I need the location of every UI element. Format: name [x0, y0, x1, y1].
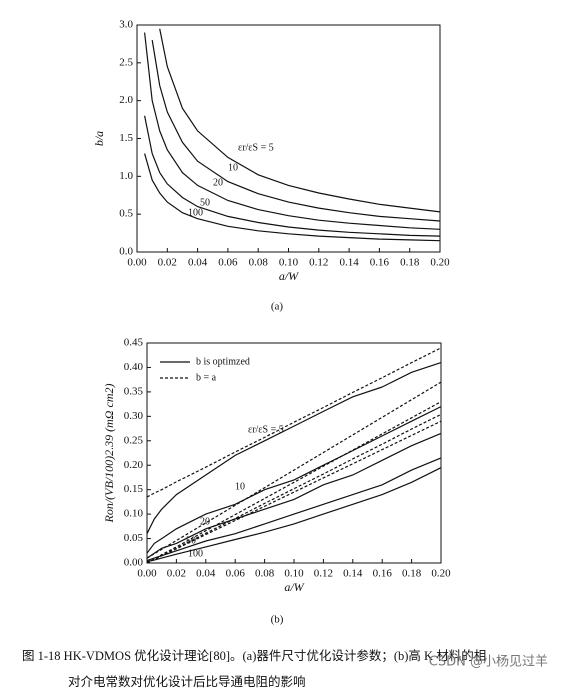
watermark: CSDN @小杨见过羊 [429, 654, 548, 670]
x-tick-label: 0.12 [314, 568, 333, 580]
x-tick-label: 0.10 [279, 257, 299, 269]
curve [146, 420, 442, 564]
y-tick-label: 0.40 [124, 361, 144, 373]
x-tick-label: 0.02 [167, 568, 186, 580]
legend-label: b = a [196, 372, 217, 383]
x-tick-label: 0.06 [218, 257, 238, 269]
y-tick-label: 0.20 [124, 459, 144, 471]
y-tick-label: 1.5 [119, 132, 133, 144]
caption-line: 对介电常数对优化设计后比导通电阻的影响 [68, 674, 306, 689]
caption-line: 图 1-18 HK-VDMOS 优化设计理论[80]。(a)器件尺寸优化设计参数… [22, 648, 486, 663]
x-axis-title: a/W [279, 269, 299, 283]
curve [146, 401, 442, 564]
y-tick-label: 0.5 [119, 208, 133, 220]
x-tick-label: 0.00 [137, 568, 157, 580]
curve-label: 50 [200, 197, 210, 208]
x-tick-label: 0.16 [370, 257, 390, 269]
x-tick-label: 0.14 [339, 257, 359, 269]
x-tick-label: 0.16 [373, 568, 393, 580]
curve-label: 10 [228, 162, 238, 173]
curve [146, 406, 442, 554]
x-tick-label: 0.20 [430, 257, 450, 269]
curve-label: 100 [188, 548, 203, 559]
curve [146, 381, 442, 559]
y-tick-label: 0.05 [124, 532, 144, 544]
curve-label: εr/εS = 5 [238, 142, 274, 153]
x-tick-label: 0.04 [188, 257, 208, 269]
x-tick-label: 0.18 [400, 257, 420, 269]
y-tick-label: 0.45 [124, 337, 144, 349]
x-tick-label: 0.14 [343, 568, 363, 580]
y-tick-label: 0.0 [119, 246, 133, 258]
curve-label: 10 [235, 481, 245, 492]
y-tick-label: 3.0 [119, 19, 133, 31]
y-tick-label: 0.35 [124, 385, 144, 397]
curve-label: 20 [213, 177, 223, 188]
curve-label: 20 [200, 516, 210, 527]
y-tick-label: 2.0 [119, 94, 133, 106]
curve [159, 28, 441, 213]
y-tick-label: 0.00 [124, 557, 144, 569]
y-tick-label: 0.10 [124, 508, 144, 520]
curve [144, 32, 441, 230]
curve-label: 100 [188, 207, 203, 218]
curve-label: 50 [186, 535, 196, 546]
x-tick-label: 0.06 [226, 568, 246, 580]
curve [146, 362, 442, 534]
y-axis-title: Ron/(VB/100)2.39 (mΩ cm2) [102, 384, 116, 524]
x-tick-label: 0.04 [196, 568, 216, 580]
y-tick-label: 0.15 [124, 483, 144, 495]
legend-label: b is optimzed [196, 356, 250, 367]
x-tick-label: 0.02 [158, 257, 177, 269]
curve [144, 153, 441, 242]
y-axis-title: b/a [92, 131, 106, 146]
curve [146, 467, 442, 563]
x-axis-title: a/W [284, 580, 304, 594]
y-tick-label: 2.5 [119, 56, 133, 68]
y-tick-label: 1.0 [119, 170, 133, 182]
x-tick-label: 0.10 [284, 568, 304, 580]
curve [144, 115, 441, 237]
curve-label: εr/εS = 5 [248, 424, 284, 435]
subfigure-label: (b) [271, 614, 284, 626]
x-tick-label: 0.20 [431, 568, 451, 580]
x-tick-label: 0.08 [249, 257, 269, 269]
x-tick-label: 0.18 [402, 568, 422, 580]
y-tick-label: 0.25 [124, 434, 144, 446]
curve [151, 40, 441, 222]
y-tick-label: 0.30 [124, 410, 144, 422]
x-tick-label: 0.12 [309, 257, 328, 269]
subfigure-label: (a) [271, 301, 284, 313]
curve [146, 347, 442, 498]
curve [146, 432, 442, 559]
x-tick-label: 0.08 [255, 568, 275, 580]
x-tick-label: 0.00 [127, 257, 147, 269]
